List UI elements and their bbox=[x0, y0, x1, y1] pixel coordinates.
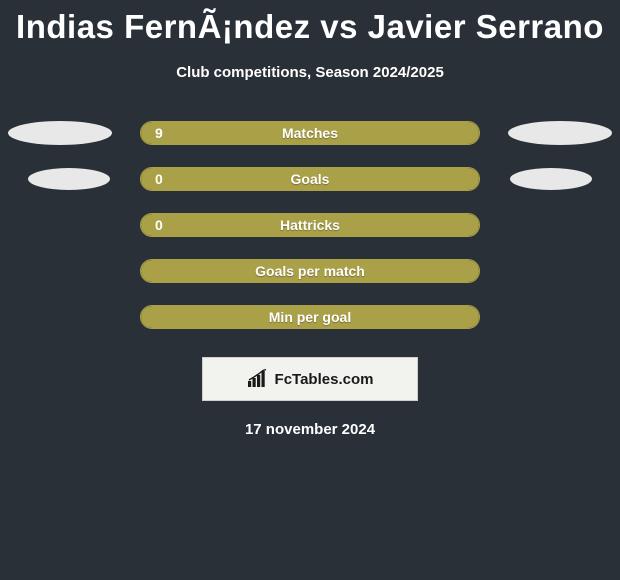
metric-bar: 0 Goals bbox=[140, 167, 480, 191]
metric-bar: 9 Matches bbox=[140, 121, 480, 145]
right-marker-ellipse bbox=[508, 121, 612, 145]
metric-label: Goals per match bbox=[141, 260, 479, 282]
metric-rows: 9 Matches 0 Goals 0 Hattricks bbox=[0, 121, 620, 329]
brand-badge[interactable]: FcTables.com bbox=[202, 357, 418, 401]
metric-row: 9 Matches bbox=[0, 121, 620, 145]
comparison-widget: Indias FernÃ¡ndez vs Javier Serrano Club… bbox=[0, 0, 620, 438]
left-marker-ellipse bbox=[28, 168, 110, 190]
metric-row: Min per goal bbox=[0, 305, 620, 329]
metric-bar: Goals per match bbox=[140, 259, 480, 283]
metric-row: Goals per match bbox=[0, 259, 620, 283]
page-title: Indias FernÃ¡ndez vs Javier Serrano bbox=[0, 8, 620, 46]
metric-label: Min per goal bbox=[141, 306, 479, 328]
metric-label: Matches bbox=[141, 122, 479, 144]
metric-label: Hattricks bbox=[141, 214, 479, 236]
left-marker-ellipse bbox=[8, 121, 112, 145]
metric-bar: 0 Hattricks bbox=[140, 213, 480, 237]
brand-label: FcTables.com bbox=[275, 371, 374, 388]
chart-bars-icon bbox=[247, 369, 269, 389]
metric-row: 0 Hattricks bbox=[0, 213, 620, 237]
date-label: 17 november 2024 bbox=[0, 421, 620, 438]
metric-label: Goals bbox=[141, 168, 479, 190]
metric-bar: Min per goal bbox=[140, 305, 480, 329]
metric-row: 0 Goals bbox=[0, 167, 620, 191]
right-marker-ellipse bbox=[510, 168, 592, 190]
subtitle: Club competitions, Season 2024/2025 bbox=[0, 64, 620, 81]
